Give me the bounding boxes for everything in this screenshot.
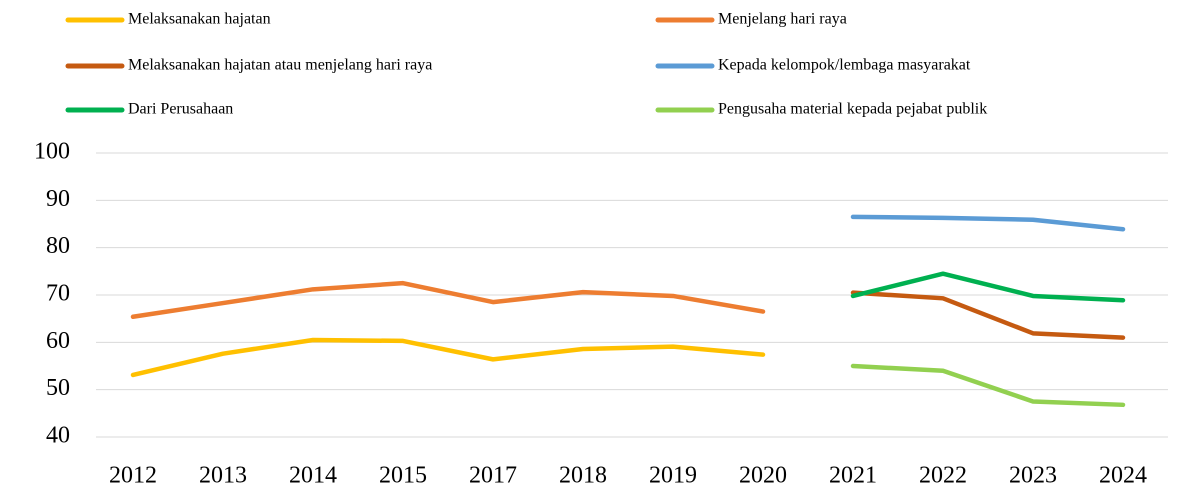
legend-label: Kepada kelompok/lembaga masyarakat bbox=[718, 57, 971, 74]
y-tick-label: 40 bbox=[46, 423, 70, 449]
y-tick-label: 60 bbox=[46, 328, 70, 354]
series-line bbox=[850, 290, 1126, 340]
x-tick-label: 2023 bbox=[1009, 463, 1057, 489]
legend-label: Pengusaha material kepada pejabat publik bbox=[718, 101, 987, 118]
y-tick-label: 90 bbox=[46, 186, 70, 212]
legend-label: Menjelang hari raya bbox=[718, 11, 847, 28]
series-line bbox=[850, 271, 1126, 303]
y-tick-label: 50 bbox=[46, 375, 70, 401]
x-tick-label: 2021 bbox=[829, 463, 877, 489]
y-tick-label: 100 bbox=[34, 139, 70, 165]
x-tick-label: 2013 bbox=[199, 463, 247, 489]
series-line bbox=[850, 214, 1126, 232]
x-tick-label: 2014 bbox=[289, 463, 337, 489]
x-tick-label: 2020 bbox=[739, 463, 787, 489]
x-tick-label: 2017 bbox=[469, 463, 517, 489]
series-line bbox=[130, 337, 766, 378]
x-tick-label: 2015 bbox=[379, 463, 427, 489]
x-tick-label: 2024 bbox=[1099, 463, 1147, 489]
series-line bbox=[850, 363, 1126, 408]
x-tick-label: 2018 bbox=[559, 463, 607, 489]
legend-label: Melaksanakan hajatan bbox=[128, 11, 271, 28]
x-tick-label: 2012 bbox=[109, 463, 157, 489]
y-tick-label: 70 bbox=[46, 281, 70, 307]
x-tick-label: 2022 bbox=[919, 463, 967, 489]
legend-label: Melaksanakan hajatan atau menjelang hari… bbox=[128, 57, 432, 74]
legend-label: Dari Perusahaan bbox=[128, 101, 233, 118]
y-tick-label: 80 bbox=[46, 233, 70, 259]
x-tick-label: 2019 bbox=[649, 463, 697, 489]
series-line bbox=[130, 280, 766, 320]
